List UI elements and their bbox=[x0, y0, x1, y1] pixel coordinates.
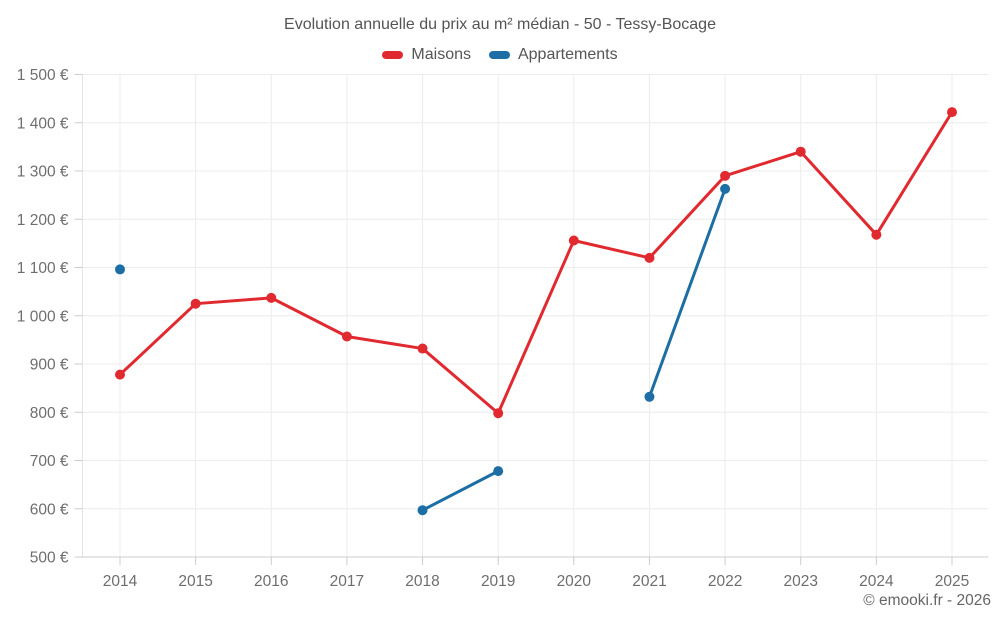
series-line-appartements bbox=[647, 187, 727, 399]
data-point-appartements-2019[interactable] bbox=[493, 466, 504, 477]
legend-item-maisons[interactable]: Maisons bbox=[382, 46, 471, 64]
chart-title: Evolution annuelle du prix au m² médian … bbox=[284, 16, 716, 33]
data-point-maisons-2017[interactable] bbox=[341, 331, 352, 342]
y-axis-label: 1 300 € bbox=[17, 164, 69, 181]
x-axis-label: 2019 bbox=[481, 573, 515, 590]
y-axis-label: 800 € bbox=[30, 405, 69, 422]
legend: Maisons Appartements bbox=[0, 46, 1000, 64]
data-point-maisons-2015[interactable] bbox=[190, 298, 201, 309]
data-point-maisons-2023[interactable] bbox=[795, 146, 806, 157]
x-axis-label: 2020 bbox=[557, 573, 592, 590]
data-point-maisons-2022[interactable] bbox=[720, 170, 731, 181]
data-point-maisons-2021[interactable] bbox=[644, 252, 655, 263]
x-axis-label: 2017 bbox=[330, 573, 364, 590]
data-point-maisons-2025[interactable] bbox=[947, 107, 957, 118]
x-axis-label: 2015 bbox=[178, 573, 212, 590]
legend-label-maisons: Maisons bbox=[411, 46, 471, 63]
data-point-maisons-2019[interactable] bbox=[493, 408, 504, 419]
watermark: © emooki.fr - 2026 bbox=[863, 592, 991, 609]
x-axis-label: 2021 bbox=[632, 573, 666, 590]
legend-label-appartements: Appartements bbox=[517, 46, 618, 63]
x-axis-label: 2018 bbox=[405, 573, 439, 590]
y-axis-label: 1 100 € bbox=[17, 260, 69, 277]
x-axis-label: 2014 bbox=[103, 573, 138, 590]
data-point-appartements-2022[interactable] bbox=[720, 183, 731, 194]
appartements-swatch-icon bbox=[488, 51, 510, 59]
y-axis-label: 600 € bbox=[30, 501, 69, 518]
y-axis-label: 900 € bbox=[30, 357, 69, 374]
data-point-maisons-2016[interactable] bbox=[266, 292, 277, 303]
data-point-maisons-2018[interactable] bbox=[417, 343, 428, 354]
x-axis-label: 2025 bbox=[935, 573, 969, 590]
series-line-maisons bbox=[118, 110, 954, 415]
x-axis-label: 2023 bbox=[783, 573, 817, 590]
y-axis-label: 500 € bbox=[30, 550, 69, 567]
series-line-appartements bbox=[421, 469, 500, 512]
data-point-maisons-2024[interactable] bbox=[871, 229, 882, 240]
legend-item-appartements[interactable]: Appartements bbox=[488, 46, 618, 64]
y-axis-label: 1 400 € bbox=[17, 115, 69, 132]
data-point-maisons-2014[interactable] bbox=[115, 369, 125, 380]
y-axis-label: 1 000 € bbox=[17, 308, 69, 325]
x-axis-label: 2024 bbox=[859, 573, 894, 590]
data-point-appartements-2018[interactable] bbox=[417, 505, 428, 516]
y-axis-label: 1 500 € bbox=[17, 67, 69, 84]
data-point-appartements-2014[interactable] bbox=[115, 264, 125, 275]
maisons-swatch-icon bbox=[382, 51, 404, 59]
data-point-maisons-2020[interactable] bbox=[568, 235, 579, 246]
data-point-appartements-2021[interactable] bbox=[644, 391, 655, 402]
y-axis-label: 1 200 € bbox=[17, 212, 69, 229]
y-axis-label: 700 € bbox=[30, 453, 69, 470]
x-axis-label: 2016 bbox=[254, 573, 288, 590]
x-axis-label: 2022 bbox=[708, 573, 742, 590]
